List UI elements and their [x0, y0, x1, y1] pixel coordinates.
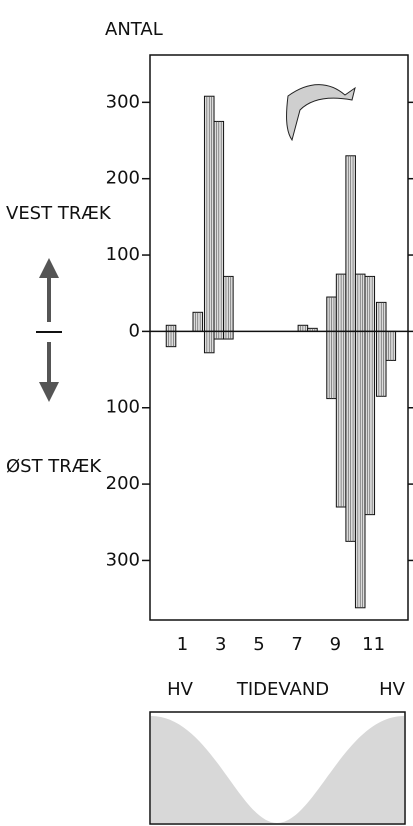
x-end-label: HV — [379, 679, 406, 700]
tide-curve — [151, 716, 404, 823]
y-tick-label: 200 — [106, 473, 140, 494]
x-tick-label: 11 — [362, 634, 385, 655]
y-tick-label: 300 — [106, 91, 140, 112]
x-tick-label: 1 — [177, 634, 188, 655]
x-tick-label: 7 — [291, 634, 302, 655]
x-tick-label: 3 — [215, 634, 226, 655]
y-tick-label: 100 — [106, 397, 140, 418]
x-start-label: HV — [167, 679, 194, 700]
x-tick-label: 5 — [253, 634, 264, 655]
y-tick-label: 300 — [106, 549, 140, 570]
y-tick-label: 200 — [106, 168, 140, 189]
tide-frame — [149, 711, 406, 825]
y-axis-label: ANTAL — [105, 19, 163, 40]
y-tick-label: 0 — [129, 320, 140, 341]
west-label: VEST TRÆK — [6, 203, 112, 224]
y-tick-label: 100 — [106, 244, 140, 265]
bird-illustration — [286, 84, 356, 142]
x-tick-label: 9 — [330, 634, 341, 655]
x-axis-label: TIDEVAND — [236, 679, 329, 700]
east-label: ØST TRÆK — [6, 456, 102, 477]
plot-frame — [149, 54, 409, 621]
